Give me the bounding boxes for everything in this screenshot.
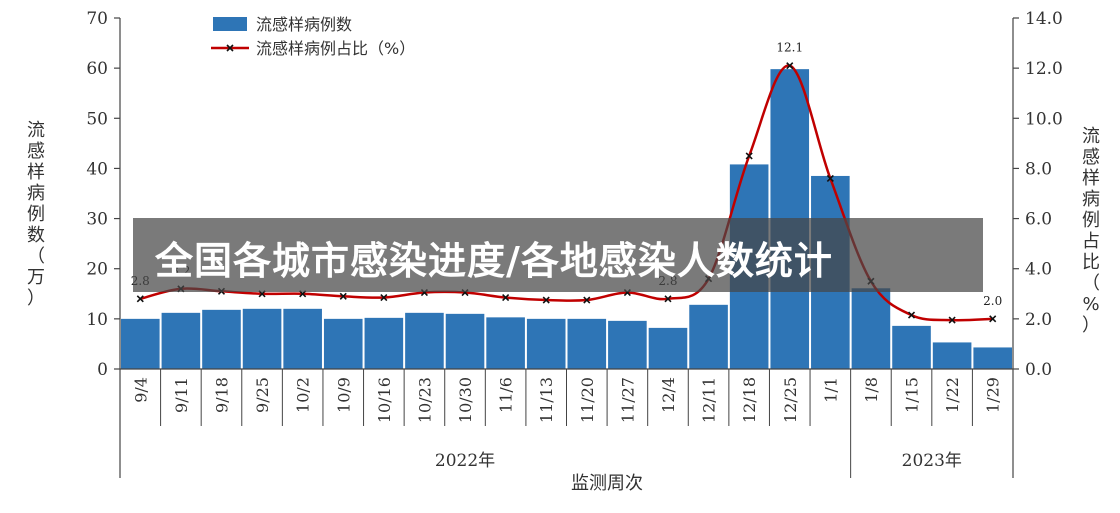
axes bbox=[114, 17, 1019, 478]
chart-text: 0 10 20 30 40 50 60 70 0.0 2.0 4.0 6.0 8.0 10.0 12.0 14… bbox=[27, 9, 1100, 494]
x-tick-label-15: 12/18 bbox=[740, 377, 759, 423]
y-tick-label-0: 0 bbox=[97, 360, 108, 380]
legend-bar-swatch bbox=[213, 17, 247, 31]
data-label-4: 2.0 bbox=[983, 294, 1002, 308]
y-tick-label-4: 40 bbox=[86, 159, 108, 179]
x-tick-label-6: 10/16 bbox=[375, 377, 394, 423]
bar-1 bbox=[161, 312, 201, 369]
x-axis-title: 监测周次 bbox=[571, 473, 643, 494]
x-tick-label-5: 10/9 bbox=[334, 377, 353, 413]
x-tick-label-10: 11/13 bbox=[537, 377, 556, 423]
y-tick-label-2: 20 bbox=[86, 260, 108, 280]
year-label-0: 2022年 bbox=[435, 451, 495, 471]
line-marker-0 bbox=[136, 295, 144, 303]
bar-13 bbox=[648, 327, 688, 369]
bar-0 bbox=[121, 318, 160, 369]
year-label-1: 2023年 bbox=[902, 451, 962, 471]
bar-9 bbox=[486, 317, 525, 369]
x-tick-label-11: 11/20 bbox=[578, 377, 597, 423]
x-tick-label-9: 11/6 bbox=[497, 377, 516, 413]
x-tick-label-0: 9/4 bbox=[131, 377, 150, 403]
y-tick-label-5: 50 bbox=[86, 109, 108, 129]
line-marker-17 bbox=[826, 174, 834, 183]
x-tick-label-19: 1/15 bbox=[903, 377, 922, 413]
line-marker-16 bbox=[786, 62, 794, 70]
bar-12 bbox=[608, 320, 647, 369]
line-marker-13 bbox=[664, 295, 672, 303]
title-banner: 全国各城市感染进度/各地感染人数统计 bbox=[133, 218, 983, 292]
line-marker-6 bbox=[380, 293, 388, 302]
x-tick-label-16: 12/25 bbox=[781, 377, 800, 423]
y2-tick-label-5: 10.0 bbox=[1025, 109, 1063, 129]
y-tick-label-3: 30 bbox=[86, 210, 108, 230]
y2-axis-title: 流感样病例占比（%） bbox=[1082, 126, 1100, 336]
y2-tick-label-4: 8.0 bbox=[1025, 159, 1052, 179]
banner-text: 全国各城市感染进度/各地感染人数统计 bbox=[155, 239, 833, 283]
bar-3 bbox=[242, 308, 282, 369]
bar-8 bbox=[445, 313, 485, 369]
line-marker-9 bbox=[502, 293, 510, 302]
bar-18 bbox=[851, 288, 891, 369]
bar-7 bbox=[405, 312, 444, 369]
x-tick-label-7: 10/23 bbox=[415, 377, 434, 423]
x-tick-label-1: 9/11 bbox=[172, 377, 191, 413]
y-tick-label-6: 60 bbox=[86, 59, 108, 79]
y2-tick-label-3: 6.0 bbox=[1025, 210, 1052, 230]
x-tick-label-8: 10/30 bbox=[456, 377, 475, 423]
y-tick-label-1: 10 bbox=[86, 310, 108, 330]
x-tick-label-21: 1/29 bbox=[984, 377, 1003, 413]
bar-20 bbox=[932, 342, 972, 369]
line-marker-15 bbox=[745, 152, 753, 160]
bar-4 bbox=[283, 308, 322, 369]
bar-6 bbox=[364, 317, 404, 369]
x-tick-label-4: 10/2 bbox=[294, 377, 313, 413]
line-marker-11 bbox=[583, 296, 591, 304]
x-tick-label-17: 1/1 bbox=[821, 377, 840, 403]
bar-19 bbox=[892, 325, 931, 369]
x-tick-label-14: 12/11 bbox=[700, 377, 719, 423]
bar-21 bbox=[973, 347, 1012, 369]
x-tick-label-20: 1/22 bbox=[943, 377, 962, 413]
line-marker-10 bbox=[542, 296, 550, 304]
x-tick-label-12: 11/27 bbox=[618, 377, 637, 423]
x-tick-label-2: 9/18 bbox=[212, 377, 231, 413]
legend-line-marker bbox=[226, 44, 234, 52]
line-marker-19 bbox=[907, 311, 916, 319]
x-tick-label-3: 9/25 bbox=[253, 377, 272, 413]
x-tick-label-13: 12/4 bbox=[659, 377, 678, 413]
line-marker-20 bbox=[948, 316, 956, 324]
line-marker-21 bbox=[989, 315, 997, 323]
y2-tick-label-2: 4.0 bbox=[1025, 260, 1052, 280]
y-tick-label-7: 70 bbox=[86, 9, 108, 29]
y2-tick-label-1: 2.0 bbox=[1025, 310, 1052, 330]
bar-11 bbox=[567, 318, 607, 369]
data-label-3: 12.1 bbox=[776, 41, 803, 55]
legend-bar-label: 流感样病例数 bbox=[256, 15, 352, 34]
y2-tick-label-7: 14.0 bbox=[1025, 9, 1063, 29]
bar-10 bbox=[526, 318, 566, 369]
bar-14 bbox=[689, 304, 728, 369]
bar-2 bbox=[202, 309, 241, 369]
y-axis-title: 流感样病例数（万） bbox=[27, 120, 45, 309]
line-marker-5 bbox=[339, 292, 347, 300]
legend-line-label: 流感样病例占比（%） bbox=[256, 39, 415, 58]
x-tick-label-18: 1/8 bbox=[862, 377, 881, 403]
bar-5 bbox=[323, 318, 363, 369]
y2-tick-label-0: 0.0 bbox=[1025, 360, 1052, 380]
y2-tick-label-6: 12.0 bbox=[1025, 59, 1063, 79]
